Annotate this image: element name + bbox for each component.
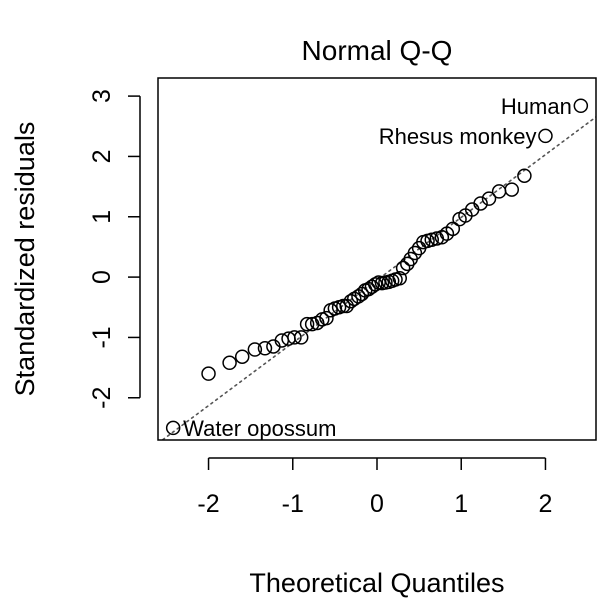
data-point (299, 316, 315, 332)
data-point (222, 355, 237, 371)
data-point (395, 260, 411, 276)
data-point (445, 221, 461, 237)
data-point (538, 128, 553, 144)
data-point (165, 420, 181, 436)
data-point (339, 298, 354, 314)
x-tick-label: -2 (197, 490, 219, 518)
x-tick-label: 2 (539, 490, 553, 518)
point-annotation: Rhesus monkey (379, 124, 537, 149)
data-point (343, 293, 359, 309)
y-axis-label: Standardized residuals (10, 122, 40, 397)
y-tick-label: 3 (88, 89, 116, 103)
data-point (517, 168, 532, 183)
data-point (392, 271, 407, 286)
plot-frame (157, 77, 597, 441)
data-point (407, 245, 423, 261)
x-tick-label: -1 (282, 490, 304, 518)
x-axis-label: Theoretical Quantiles (249, 568, 504, 598)
annotation-layer: Human Rhesus monkey Water opossum (183, 94, 572, 441)
data-point (293, 330, 309, 345)
y-tick-label: 2 (88, 149, 116, 163)
data-point (201, 366, 216, 381)
y-tick-label: -1 (88, 326, 116, 348)
x-tick-label: 0 (370, 490, 384, 518)
data-point (481, 191, 497, 206)
y-tick-label: 1 (88, 210, 116, 224)
x-tick-label: 1 (454, 490, 468, 518)
data-point (473, 196, 488, 211)
data-point (573, 98, 589, 114)
reference-line (161, 116, 596, 440)
data-point (287, 330, 302, 345)
reference-line-layer (161, 116, 596, 440)
data-point (400, 256, 415, 272)
chart-title: Normal Q-Q (302, 35, 453, 66)
data-point (336, 298, 351, 314)
data-point (491, 184, 507, 199)
data-point (424, 232, 439, 247)
data-point (319, 310, 334, 326)
data-point (247, 342, 263, 357)
data-point (257, 341, 273, 356)
points-layer (165, 98, 589, 436)
y-tick-label: -2 (88, 387, 116, 409)
axis-layer: -2 -1 0 1 2 -2 -1 0 1 2 3 (88, 89, 552, 518)
data-point (504, 182, 520, 197)
y-tick-label: 0 (88, 270, 116, 284)
point-annotation: Human (501, 94, 572, 119)
data-point (234, 349, 250, 364)
point-annotation: Water opossum (183, 416, 336, 441)
